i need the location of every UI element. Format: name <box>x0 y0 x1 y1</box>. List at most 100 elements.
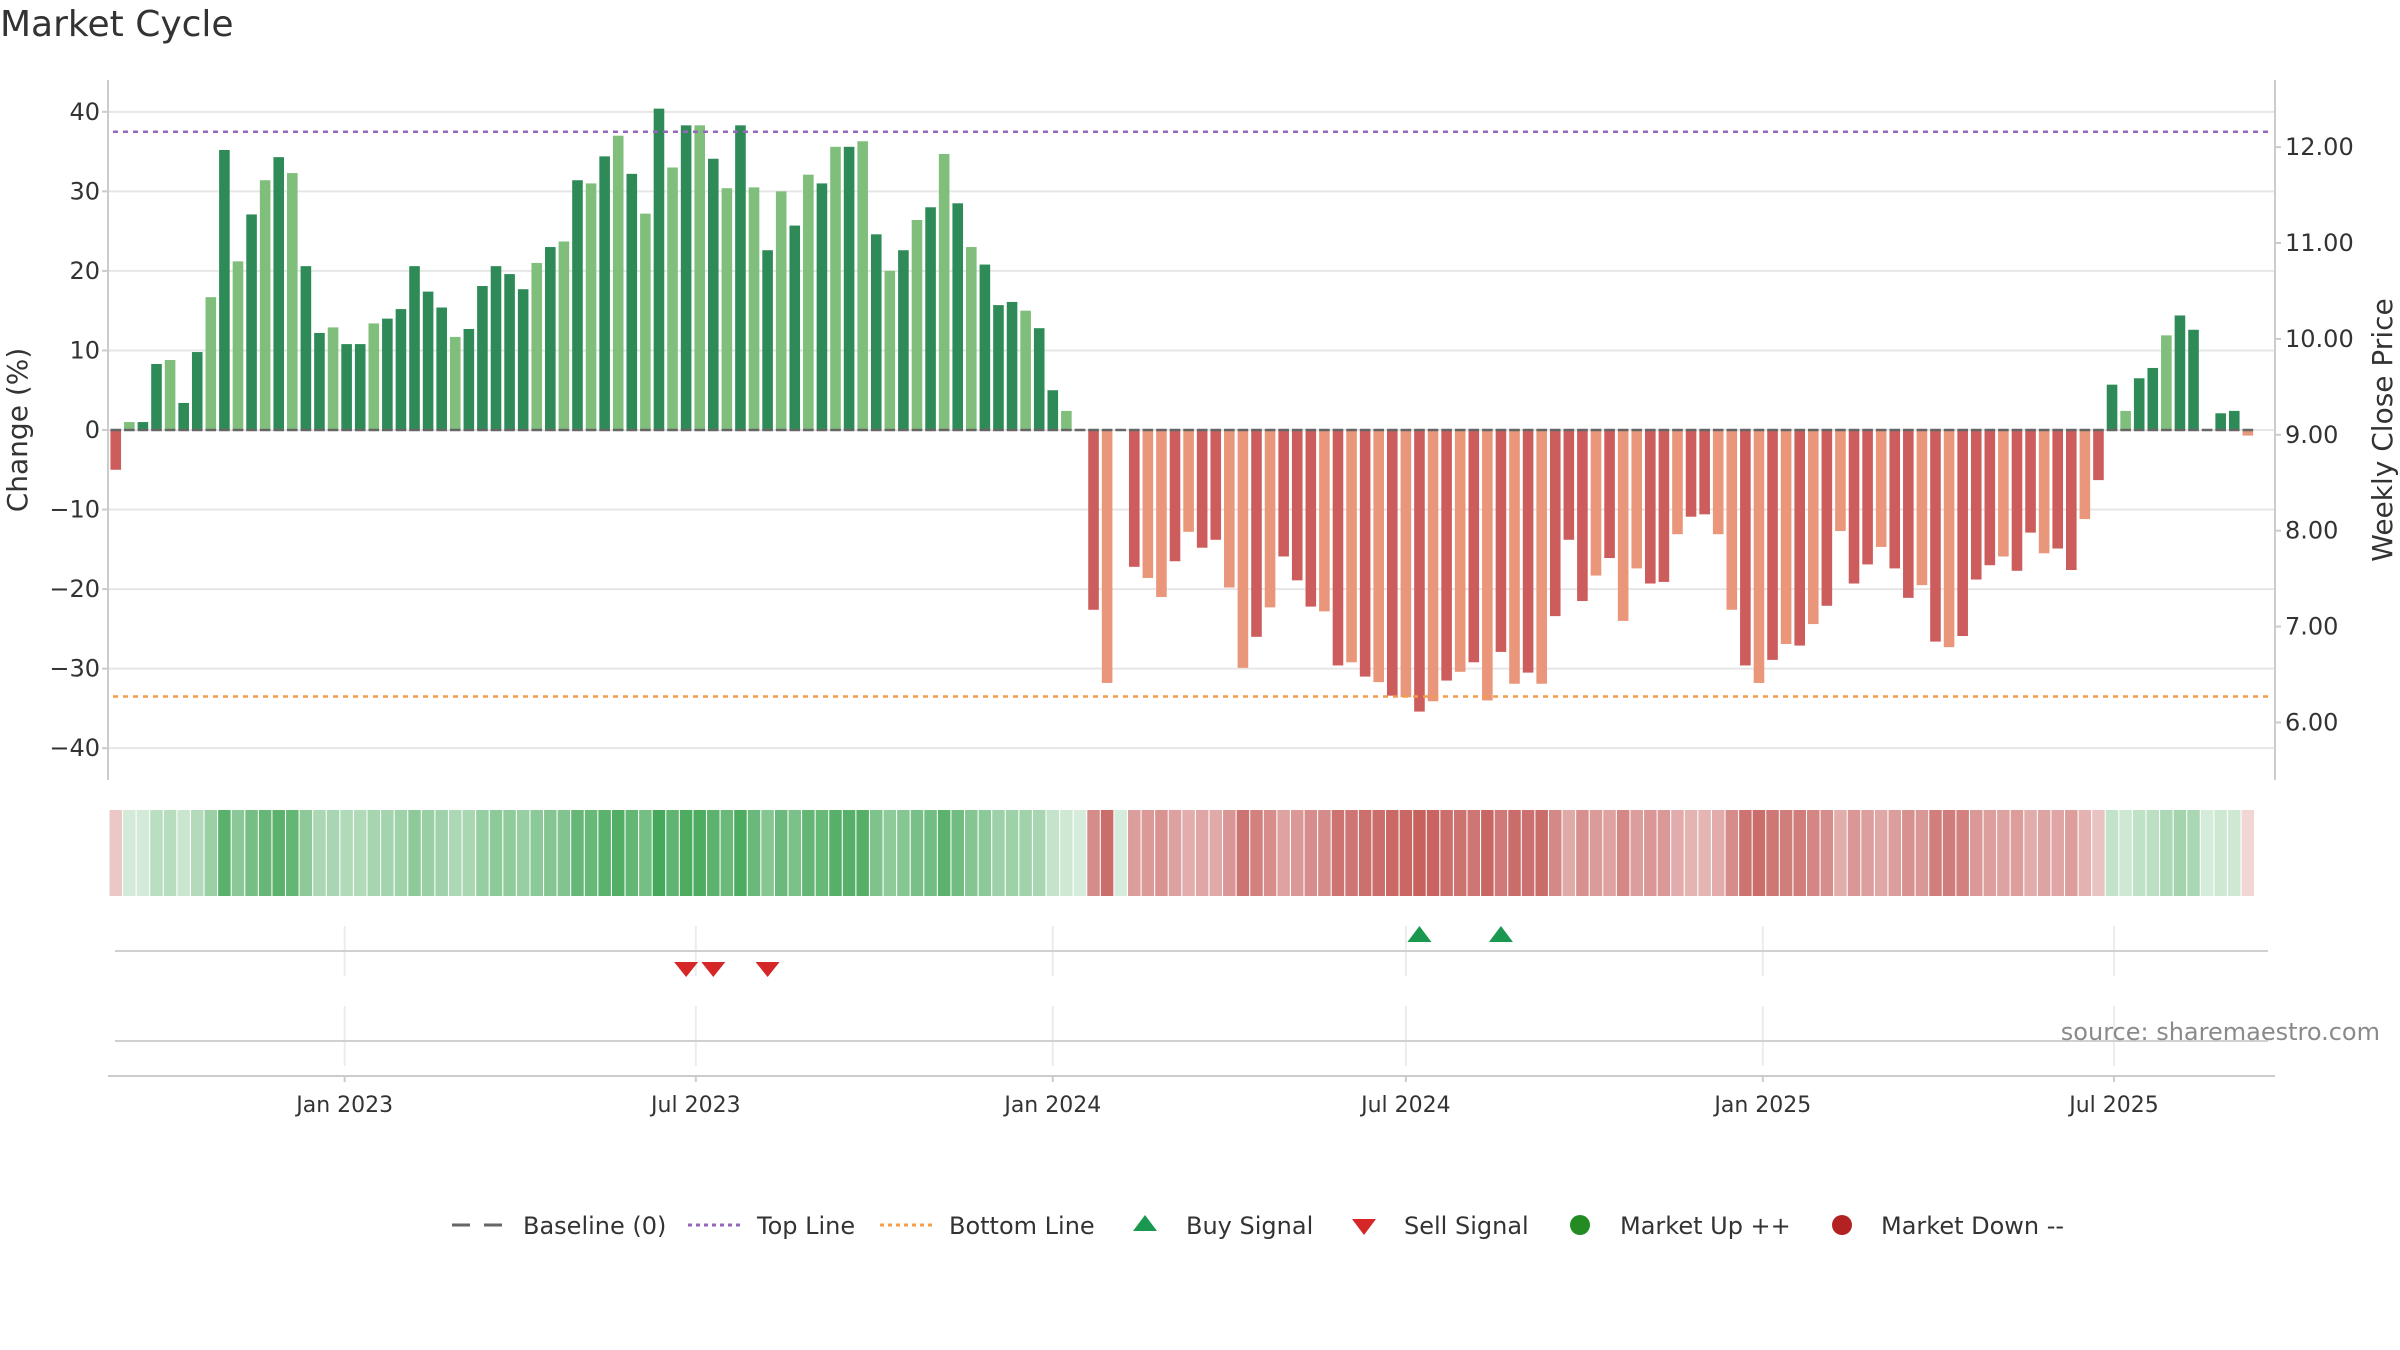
change-bar <box>640 213 651 430</box>
heat-cell <box>1358 810 1372 896</box>
change-bar <box>246 214 257 430</box>
legend-item: Baseline (0) <box>452 1212 666 1240</box>
heat-cell <box>639 810 652 896</box>
change-bar <box>626 173 638 430</box>
heat-cell <box>150 810 163 896</box>
legend-item: Buy Signal <box>1133 1212 1313 1240</box>
heat-cell <box>1983 810 1997 896</box>
change-bar <box>1930 430 1941 642</box>
heat-cell <box>435 810 448 896</box>
heat-cell <box>856 810 869 896</box>
heat-cell <box>367 810 381 896</box>
heat-cell <box>2092 810 2105 896</box>
y-tick-label: 40 <box>69 98 100 126</box>
change-bar <box>2106 384 2118 430</box>
heat-cell <box>1277 810 1290 896</box>
heat-cell <box>1942 810 1956 896</box>
change-bar <box>2120 410 2131 430</box>
cycle-heat-strip <box>109 810 2255 896</box>
change-bar <box>612 135 624 430</box>
change-bar <box>1346 430 1357 663</box>
legend-label: Market Up ++ <box>1620 1212 1791 1240</box>
change-bar <box>1903 430 1914 598</box>
y-tick-label: 0 <box>85 416 100 444</box>
change-bar <box>1482 430 1493 701</box>
sell-signal-marker <box>674 962 699 977</box>
change-bar <box>1794 430 1805 646</box>
heat-cell <box>720 810 734 896</box>
heat-cell <box>245 810 258 896</box>
heat-cell <box>2037 810 2051 896</box>
heat-cell <box>937 810 951 896</box>
change-bar <box>191 352 203 430</box>
change-bar <box>2011 430 2023 571</box>
change-bar <box>1414 430 1425 712</box>
legend-label: Sell Signal <box>1404 1212 1529 1240</box>
y2-tick-label: 6.00 <box>2285 708 2338 736</box>
change-bar <box>1020 310 1031 430</box>
change-bar <box>898 250 909 430</box>
change-bar <box>1604 430 1615 559</box>
change-bar <box>952 203 964 430</box>
heat-cell <box>1114 810 1127 896</box>
change-bar <box>1359 430 1371 677</box>
change-bar <box>382 318 393 430</box>
heat-cell <box>2146 810 2160 896</box>
heat-cell <box>1386 810 1399 896</box>
heat-cell <box>258 810 272 896</box>
change-bar <box>748 187 760 430</box>
heat-cell <box>815 810 829 896</box>
change-bar <box>993 305 1004 430</box>
heat-cell <box>1861 810 1874 896</box>
x-tick-label: Jan 2024 <box>1002 1093 1101 1118</box>
legend-triangle <box>1352 1219 1376 1235</box>
heat-cell <box>1888 810 1902 896</box>
change-bar <box>463 328 475 430</box>
change-bar <box>857 141 868 430</box>
heat-cell <box>761 810 774 896</box>
change-bar <box>843 146 855 430</box>
legend-label: Buy Signal <box>1186 1212 1313 1240</box>
change-bar <box>925 207 936 430</box>
change-bar <box>219 150 230 430</box>
y2-tick-label: 8.00 <box>2285 517 2338 545</box>
change-bar <box>151 363 162 430</box>
heat-cell <box>1223 810 1236 896</box>
change-bar <box>1998 430 2009 557</box>
change-bar <box>531 262 543 430</box>
change-bar <box>1495 430 1507 652</box>
heat-cell <box>2119 810 2132 896</box>
heat-cell <box>1834 810 1847 896</box>
source-note: source: sharemaestro.com <box>2061 1018 2380 1046</box>
heat-cell <box>2105 810 2119 896</box>
change-bar <box>707 158 719 430</box>
green-dot-icon <box>1570 1215 1590 1235</box>
y-tick-label: 30 <box>69 177 100 205</box>
heat-cell <box>503 810 516 896</box>
heat-cell <box>1453 810 1467 896</box>
heat-cell <box>340 810 353 896</box>
heat-cell <box>1508 810 1521 896</box>
change-bar <box>2147 367 2159 430</box>
heat-cell <box>2173 810 2187 896</box>
change-bar <box>1224 430 1235 588</box>
change-bar <box>1617 430 1629 621</box>
heat-cell <box>1263 810 1277 896</box>
change-bar <box>1780 430 1792 644</box>
heat-cell <box>1019 810 1032 896</box>
heat-cell <box>2078 810 2092 896</box>
change-bar <box>1210 430 1222 540</box>
heat-cell <box>1005 810 1019 896</box>
change-bar <box>1943 430 1955 648</box>
change-bar <box>273 157 285 430</box>
change-bar <box>1509 430 1520 684</box>
y2-tick-label: 12.00 <box>2285 133 2354 161</box>
change-bar <box>504 274 515 430</box>
heat-cell <box>1902 810 1915 896</box>
sell-signal-marker <box>755 962 780 977</box>
change-bar <box>1278 430 1289 557</box>
change-bar <box>789 225 801 430</box>
heat-cell <box>1236 810 1250 896</box>
change-bar <box>545 247 556 430</box>
change-bar <box>870 234 882 430</box>
